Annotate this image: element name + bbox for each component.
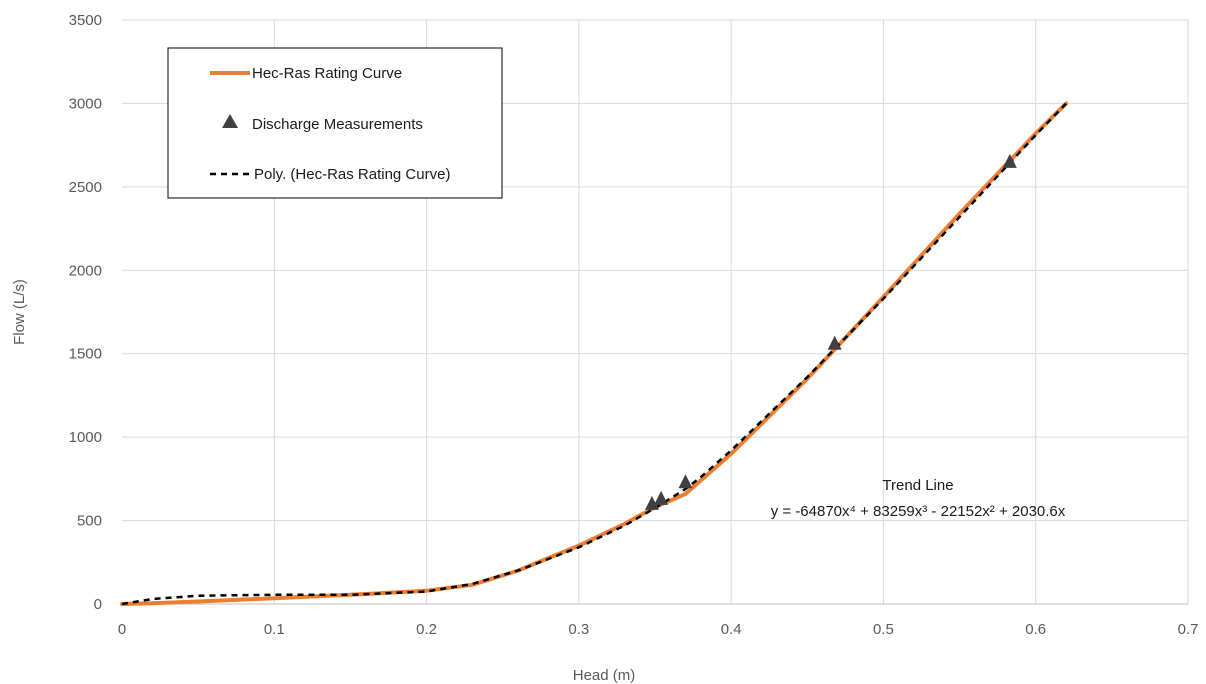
discharge-measurement-point [827, 335, 842, 350]
y-tick-label: 3500 [69, 12, 102, 29]
x-tick-label: 0.7 [1178, 621, 1199, 638]
y-tick-label: 3000 [69, 95, 102, 112]
x-axis-title: Head (m) [573, 667, 636, 684]
x-tick-label: 0 [118, 621, 126, 638]
series-layer [120, 101, 1069, 606]
discharge-measurement-point [644, 495, 659, 510]
y-tick-label: 1500 [69, 346, 102, 363]
legend-label-discharge-measurements: Discharge Measurements [252, 116, 423, 133]
x-tick-label: 0.4 [721, 621, 742, 638]
discharge-measurement-point [654, 490, 669, 505]
discharge-measurement-point [678, 474, 693, 489]
trend-line-equation: y = -64870x⁴ + 83259x³ - 22152x² + 2030.… [771, 503, 1066, 520]
x-tick-label: 0.6 [1025, 621, 1046, 638]
legend: Hec-Ras Rating Curve Discharge Measureme… [167, 47, 503, 199]
x-axis-ticks: 0 0.1 0.2 0.3 0.4 0.5 0.6 0.7 [118, 621, 1199, 638]
legend-label-poly-trend: Poly. (Hec-Ras Rating Curve) [254, 166, 450, 183]
y-tick-label: 1000 [69, 429, 102, 446]
y-tick-label: 2000 [69, 262, 102, 279]
legend-label-hec-ras-rating-curve: Hec-Ras Rating Curve [252, 65, 402, 82]
discharge-measurement-point [1002, 153, 1017, 168]
y-tick-label: 0 [94, 596, 102, 613]
series-line-poly-trend [121, 102, 1068, 606]
legend-swatch-discharge-measurements [222, 114, 238, 128]
x-tick-label: 0.2 [416, 621, 437, 638]
x-tick-label: 0.5 [873, 621, 894, 638]
y-axis-ticks: 0 500 1000 1500 2000 2500 3000 3500 [69, 12, 102, 613]
y-axis-title: Flow (L/s) [11, 279, 28, 345]
x-tick-label: 0.1 [264, 621, 285, 638]
y-tick-label: 2500 [69, 179, 102, 196]
y-tick-label: 500 [77, 513, 102, 530]
x-tick-label: 0.3 [568, 621, 589, 638]
trend-line-title: Trend Line [882, 477, 953, 494]
